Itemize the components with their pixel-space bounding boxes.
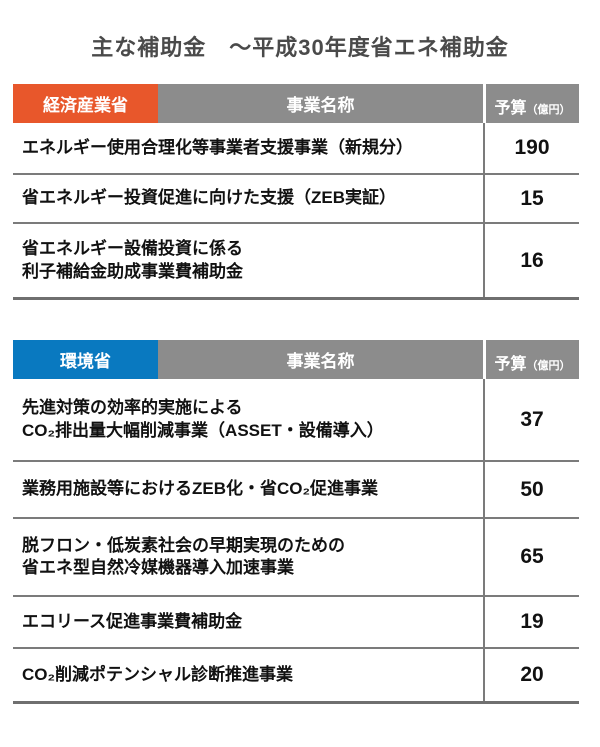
project-name-cell: 省エネルギー設備投資に係る 利子補給金助成事業費補助金 [22,239,243,281]
project-name-cell: 脱フロン・低炭素社会の早期実現のための 省エネ型自然冷媒機器導入加速事業 [22,535,345,577]
budget-cell: 50 [483,462,579,517]
table-row: エコリース促進事業費補助金 19 [13,595,579,647]
project-name-cell: CO₂削減ポテンシャル診断推進事業 [22,664,294,684]
column-header-project-name: 事業名称 [286,96,355,115]
budget-header-label: 予算 [494,356,527,373]
subsidy-table-env: 環境省 事業名称 予算 （億円） 先進対策の効率的実施による CO₂排出量大幅削減… [13,340,579,704]
column-header-budget: 予算 （億円） [483,340,579,379]
column-header-budget: 予算 （億円） [483,84,579,123]
table-row: 脱フロン・低炭素社会の早期実現のための 省エネ型自然冷媒機器導入加速事業 65 [13,517,579,595]
table-header-row: 経済産業省 事業名称 予算 （億円） [13,84,579,123]
project-name-cell: 業務用施設等におけるZEB化・省CO₂促進事業 [22,479,379,499]
table-row: 省エネルギー設備投資に係る 利子補給金助成事業費補助金 16 [13,222,579,297]
budget-header-label: 予算 [494,100,527,117]
table-row: CO₂削減ポテンシャル診断推進事業 20 [13,647,579,701]
table-row: エネルギー使用合理化等事業者支援事業（新規分） 190 [13,123,579,173]
budget-header-unit: （億円） [526,360,571,372]
ministry-badge-meti: 経済産業省 [13,84,158,123]
project-name-cell: 先進対策の効率的実施による CO₂排出量大幅削減事業（ASSET・設備導入） [22,398,384,440]
budget-cell: 16 [483,224,579,297]
table-row: 先進対策の効率的実施による CO₂排出量大幅削減事業（ASSET・設備導入） 3… [13,379,579,460]
budget-cell: 20 [483,649,579,701]
budget-cell: 37 [483,379,579,460]
column-header-project-name: 事業名称 [286,352,355,371]
budget-cell: 15 [483,175,579,222]
project-name-cell: 省エネルギー投資促進に向けた支援（ZEB実証） [22,188,396,208]
budget-cell: 19 [483,597,579,647]
project-name-cell: エネルギー使用合理化等事業者支援事業（新規分） [22,137,413,157]
table-row: 省エネルギー投資促進に向けた支援（ZEB実証） 15 [13,173,579,222]
table-header-row: 環境省 事業名称 予算 （億円） [13,340,579,379]
budget-cell: 65 [483,519,579,595]
project-name-cell: エコリース促進事業費補助金 [22,611,243,631]
ministry-badge-env: 環境省 [13,340,158,379]
table-row: 業務用施設等におけるZEB化・省CO₂促進事業 50 [13,460,579,517]
subsidy-table-meti: 経済産業省 事業名称 予算 （億円） エネルギー使用合理化等事業者支援事業（新規分… [13,84,579,300]
budget-header-unit: （億円） [526,104,571,116]
budget-cell: 190 [483,123,579,173]
page-title: 主な補助金 〜平成30年度省エネ補助金 [91,35,509,60]
